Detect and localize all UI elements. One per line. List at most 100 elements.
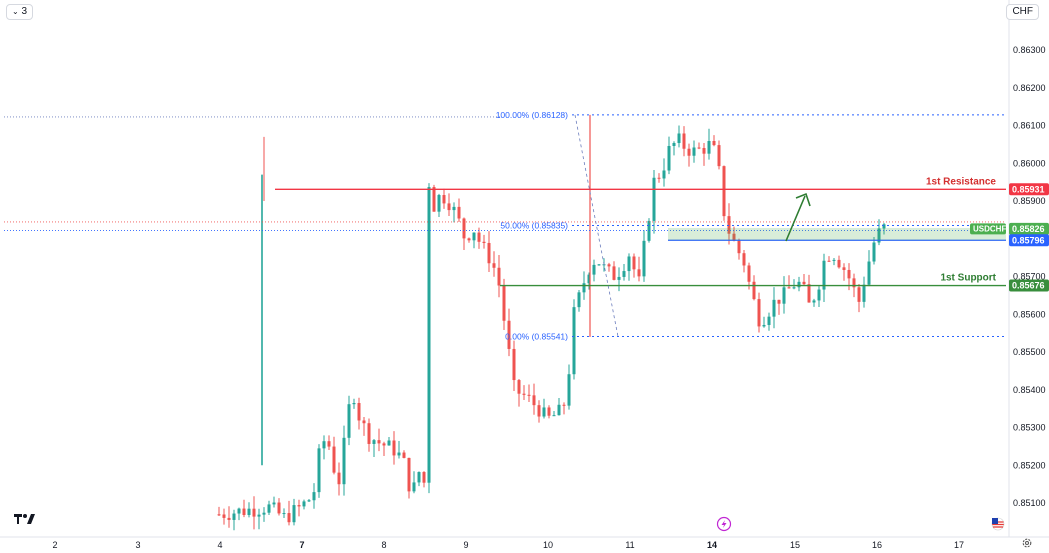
candle-body: [362, 420, 366, 424]
candle-body: [282, 513, 286, 515]
time-tick-label: 10: [543, 540, 553, 550]
candle-body: [447, 203, 451, 211]
candle-body: [627, 256, 631, 272]
candle-body: [312, 492, 316, 501]
pivot-zone: [668, 227, 1006, 241]
price-tick-label: 0.85100: [1013, 498, 1046, 508]
interval-selector[interactable]: ⌄ 3: [6, 4, 34, 20]
candle-body: [732, 233, 736, 241]
candle-body: [567, 374, 571, 406]
fib-level-label: 50.00% (0.85835): [500, 221, 568, 231]
time-tick-label: 14: [707, 540, 717, 550]
candle-body: [837, 259, 841, 268]
candle-body: [587, 274, 591, 284]
candle-body: [272, 502, 276, 505]
candle-body: [612, 266, 616, 280]
candle-body: [467, 238, 471, 241]
candle-body: [727, 216, 731, 234]
price-tick-label: 0.85600: [1013, 309, 1046, 319]
candle-body: [412, 482, 416, 492]
candle-body: [512, 348, 516, 381]
candle-body: [297, 505, 301, 507]
candle-body: [712, 140, 716, 146]
candle-body: [697, 147, 701, 149]
candle-body: [247, 508, 251, 515]
candle-body: [442, 195, 446, 204]
candle-body: [422, 472, 426, 483]
candle-body: [502, 285, 506, 321]
candle-body: [702, 148, 706, 154]
fib-level-label: 0.00% (0.85541): [505, 332, 568, 342]
candle-body: [607, 264, 611, 267]
candle-body: [432, 187, 436, 212]
candle-body: [252, 508, 256, 517]
candle-body: [747, 265, 751, 282]
candle-body: [237, 508, 241, 514]
fib-level-label: 100.00% (0.86128): [496, 110, 568, 120]
price-axis[interactable]: 0.86300 0.86200 0.86100 0.86000 0.85900 0.857…: [1013, 45, 1046, 508]
candle-body: [497, 267, 501, 286]
price-tick-label: 0.85300: [1013, 423, 1046, 433]
candle-body: [847, 269, 851, 279]
candle-body: [367, 423, 371, 444]
candle-body: [532, 395, 536, 406]
candle-body: [352, 403, 356, 405]
candle-body: [507, 320, 511, 349]
candle-body: [387, 440, 391, 446]
chart-grid: [0, 0, 1049, 538]
svg-text:0.85931: 0.85931: [1012, 184, 1045, 194]
candle-body: [692, 147, 696, 156]
candle-body: [882, 224, 886, 229]
us-flag-icon[interactable]: [991, 517, 1005, 531]
currency-selector[interactable]: CHF: [1006, 4, 1039, 20]
candle-body: [232, 513, 236, 520]
svg-text:0.85676: 0.85676: [1012, 281, 1045, 291]
candle-body: [527, 394, 531, 396]
candle-body: [557, 404, 561, 416]
candle-body: [357, 403, 361, 421]
candle-body: [287, 513, 291, 523]
time-tick-label: 16: [872, 540, 882, 550]
resistance-label: 1st Resistance: [926, 176, 996, 187]
lightning-icon[interactable]: [716, 516, 732, 532]
chevron-down-icon: ⌄: [12, 7, 19, 16]
candle-body: [472, 232, 476, 241]
candle-body: [347, 404, 351, 438]
candle-body: [592, 264, 596, 275]
candle-body: [487, 242, 491, 264]
candle-body: [407, 457, 411, 492]
candle-body: [772, 299, 776, 317]
candle-body: [637, 269, 641, 277]
candle-body: [427, 187, 431, 483]
resistance-price-tag: 0.85931: [1009, 183, 1049, 196]
candle-body: [817, 289, 821, 301]
candle-body: [242, 508, 246, 515]
time-axis[interactable]: 2 3 4 7 8 9 10 11 14 15 16 17: [52, 540, 964, 550]
candle-body: [302, 501, 306, 507]
time-tick-label: 3: [135, 540, 140, 550]
candle-body: [742, 253, 746, 266]
candle-body: [372, 440, 376, 444]
candle-body: [392, 440, 396, 456]
candle-body: [812, 300, 816, 303]
time-tick-label: 2: [52, 540, 57, 550]
time-tick-label: 7: [299, 540, 304, 550]
candle-body: [842, 267, 846, 270]
price-tick-label: 0.86300: [1013, 45, 1046, 55]
price-tick-label: 0.85500: [1013, 347, 1046, 357]
candle-body: [652, 177, 656, 221]
candle-body: [522, 393, 526, 395]
candle-body: [857, 287, 861, 302]
candle-body: [452, 206, 456, 211]
projection-arrow[interactable]: [785, 192, 811, 242]
price-tick-label: 0.86100: [1013, 121, 1046, 131]
candle-body: [752, 281, 756, 300]
candle-body: [757, 299, 761, 327]
candle-body: [342, 437, 346, 485]
candle-body: [292, 505, 296, 523]
gear-icon[interactable]: [1022, 538, 1032, 548]
candle-body: [807, 284, 811, 303]
candle-body: [717, 145, 721, 167]
candle-body: [537, 405, 541, 417]
